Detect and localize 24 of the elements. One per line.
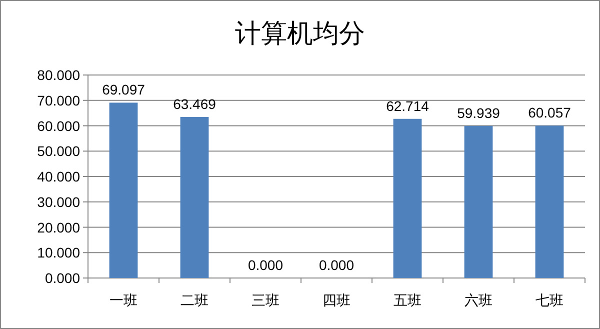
- data-label: 60.057: [528, 104, 572, 121]
- data-label: 0.000: [248, 257, 284, 273]
- x-tick-label: 七班: [536, 292, 564, 308]
- y-tick-label: 50.000: [37, 143, 80, 160]
- x-tick-label: 二班: [180, 292, 208, 308]
- x-tick-label: 三班: [252, 292, 280, 308]
- x-tick-label: 五班: [394, 292, 422, 308]
- data-label: 59.939: [457, 104, 500, 121]
- data-label: 69.097: [102, 82, 146, 98]
- x-tick-label: 六班: [464, 292, 492, 308]
- x-tick-label: 四班: [322, 292, 350, 308]
- title: 计算机均分: [235, 18, 365, 48]
- y-tick-label: 40.000: [37, 168, 80, 184]
- data-label: 63.469: [173, 96, 216, 112]
- x-tick-label: 一班: [110, 292, 138, 308]
- data-label: 62.714: [386, 98, 430, 114]
- y-tick-label: 80.000: [37, 67, 80, 83]
- y-tick-label: 30.000: [37, 194, 80, 210]
- y-tick-label: 10.000: [37, 244, 80, 261]
- y-tick-label: 0.000: [44, 270, 80, 286]
- y-tick-label: 60.000: [37, 118, 80, 134]
- y-tick-label: 70.000: [37, 92, 80, 108]
- y-tick-label: 20.000: [37, 219, 80, 236]
- data-label: 0.000: [318, 257, 354, 273]
